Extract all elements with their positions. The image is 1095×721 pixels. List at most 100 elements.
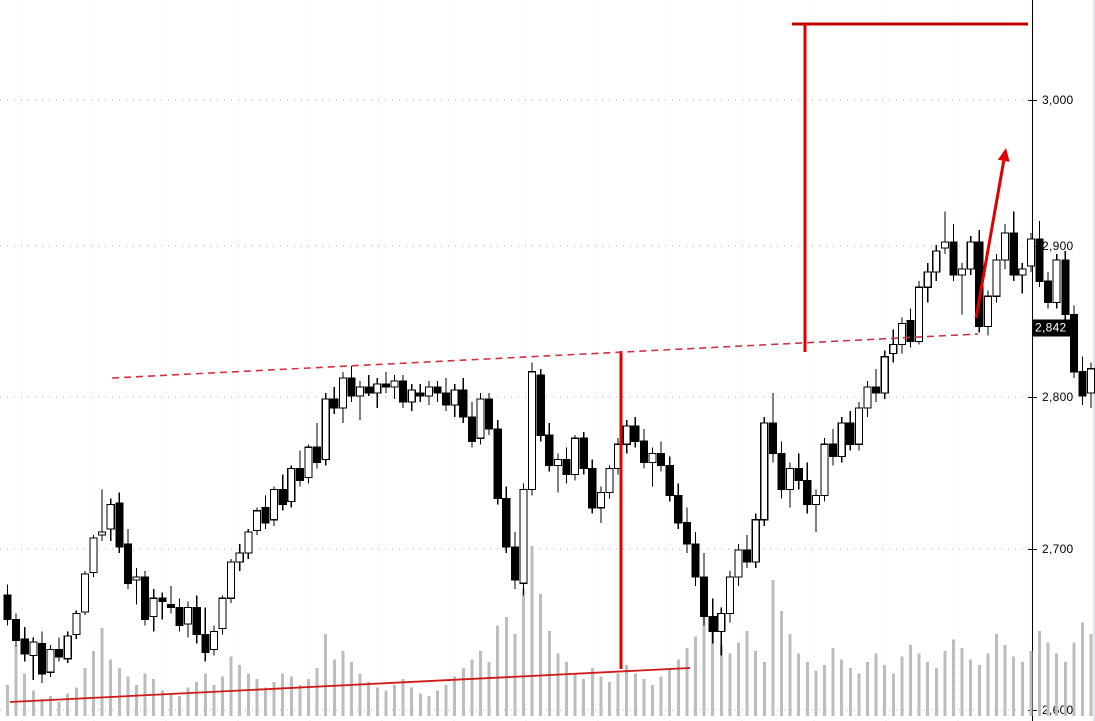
candle-body-down[interactable]	[794, 467, 803, 482]
candle-body-up[interactable]	[820, 443, 829, 497]
candle-body-up[interactable]	[622, 425, 631, 445]
candle-body-up[interactable]	[897, 322, 906, 346]
candle-body-up[interactable]	[244, 531, 253, 554]
candle-body-down[interactable]	[657, 452, 666, 466]
candle-body-up[interactable]	[923, 271, 932, 288]
candle-body-down[interactable]	[536, 374, 545, 436]
candle-body-down[interactable]	[416, 392, 425, 397]
candle-body-up[interactable]	[553, 458, 562, 466]
candle-body-down[interactable]	[510, 546, 519, 581]
candle-body-down[interactable]	[175, 606, 184, 627]
candle-body-up[interactable]	[571, 437, 580, 476]
candle-body-up[interactable]	[321, 398, 330, 460]
candle-body-down[interactable]	[485, 398, 494, 430]
candle-body-down[interactable]	[682, 522, 691, 545]
candle-body-down[interactable]	[141, 576, 150, 620]
candle-body-down[interactable]	[1069, 313, 1078, 373]
candle-body-up[interactable]	[373, 383, 382, 394]
candle-body-down[interactable]	[674, 495, 683, 524]
candle-body-down[interactable]	[1044, 280, 1053, 303]
annotations-layer[interactable]	[0, 0, 1032, 721]
candle-body-up[interactable]	[932, 250, 941, 273]
candle-body-up[interactable]	[1052, 259, 1061, 303]
candle-body-down[interactable]	[545, 434, 554, 466]
candle-body-up[interactable]	[287, 467, 296, 503]
candle-body-up[interactable]	[958, 268, 967, 276]
candle-body-up[interactable]	[605, 467, 614, 494]
candle-body-up[interactable]	[149, 597, 158, 617]
candle-body-up[interactable]	[476, 398, 485, 439]
candle-body-up[interactable]	[725, 576, 734, 614]
candle-body-down[interactable]	[192, 606, 201, 636]
candle-body-down[interactable]	[768, 422, 777, 454]
candle-body-down[interactable]	[1061, 259, 1070, 315]
candle-body-down[interactable]	[459, 389, 468, 418]
candle-body-down[interactable]	[433, 386, 442, 394]
candle-body-up[interactable]	[270, 489, 279, 521]
candle-body-up[interactable]	[63, 635, 72, 660]
candle-body-down[interactable]	[562, 458, 571, 476]
candle-body-up[interactable]	[863, 386, 872, 409]
candle-body-up[interactable]	[209, 630, 218, 651]
candle-body-up[interactable]	[29, 641, 38, 657]
candle-body-up[interactable]	[450, 389, 459, 406]
candle-body-up[interactable]	[1087, 368, 1095, 394]
candle-body-down[interactable]	[777, 452, 786, 491]
candle-body-up[interactable]	[132, 576, 141, 581]
candle-body-up[interactable]	[184, 606, 193, 625]
candle-body-down[interactable]	[201, 633, 210, 654]
candle-body-up[interactable]	[390, 380, 399, 388]
candle-body-up[interactable]	[837, 422, 846, 457]
candle-body-up[interactable]	[751, 519, 760, 563]
candle-body-down[interactable]	[829, 443, 838, 457]
candle-body-down[interactable]	[166, 603, 175, 608]
candle-body-up[interactable]	[854, 407, 863, 445]
candle-body-up[interactable]	[1018, 268, 1027, 276]
candle-body-down[interactable]	[872, 386, 881, 394]
candle-body-up[interactable]	[356, 386, 365, 397]
candle-body-up[interactable]	[811, 495, 820, 506]
candle-body-up[interactable]	[648, 452, 657, 463]
candle-body-down[interactable]	[364, 386, 373, 394]
candle-body-up[interactable]	[407, 389, 416, 403]
candle-body-down[interactable]	[1009, 232, 1018, 276]
candle-body-up[interactable]	[304, 446, 313, 479]
candle-body-down[interactable]	[502, 498, 511, 548]
candle-body-up[interactable]	[519, 489, 528, 584]
candle-body-down[interactable]	[949, 241, 958, 276]
candle-body-down[interactable]	[442, 392, 451, 406]
candle-body-down[interactable]	[347, 377, 356, 397]
candle-body-up[interactable]	[252, 510, 261, 531]
candle-body-up[interactable]	[106, 504, 115, 530]
candle-body-down[interactable]	[330, 398, 339, 409]
candle-body-up[interactable]	[760, 422, 769, 521]
candle-body-down[interactable]	[691, 543, 700, 578]
candle-body-up[interactable]	[940, 241, 949, 249]
candle-body-up[interactable]	[46, 649, 55, 673]
candle-body-down[interactable]	[579, 437, 588, 469]
candle-body-down[interactable]	[700, 576, 709, 617]
candle-body-down[interactable]	[115, 502, 124, 548]
candle-body-down[interactable]	[3, 594, 12, 620]
candle-body-down[interactable]	[639, 440, 648, 463]
candle-body-up[interactable]	[218, 597, 227, 630]
candle-body-down[interactable]	[708, 615, 717, 633]
candle-body-up[interactable]	[915, 286, 924, 343]
candle-body-down[interactable]	[493, 428, 502, 500]
candle-body-up[interactable]	[338, 377, 347, 409]
candle-body-up[interactable]	[98, 531, 107, 536]
candle-body-up[interactable]	[880, 356, 889, 394]
lower-rising-support-trendline[interactable]	[9, 667, 691, 703]
candle-body-up[interactable]	[72, 612, 81, 636]
candle-body-up[interactable]	[734, 549, 743, 578]
candle-body-up[interactable]	[80, 573, 89, 613]
candle-body-down[interactable]	[631, 425, 640, 442]
candle-body-down[interactable]	[846, 422, 855, 445]
candle-body-down[interactable]	[295, 467, 304, 482]
candle-body-up[interactable]	[235, 552, 244, 563]
candle-body-down[interactable]	[803, 479, 812, 506]
candle-body-down[interactable]	[1078, 371, 1087, 397]
